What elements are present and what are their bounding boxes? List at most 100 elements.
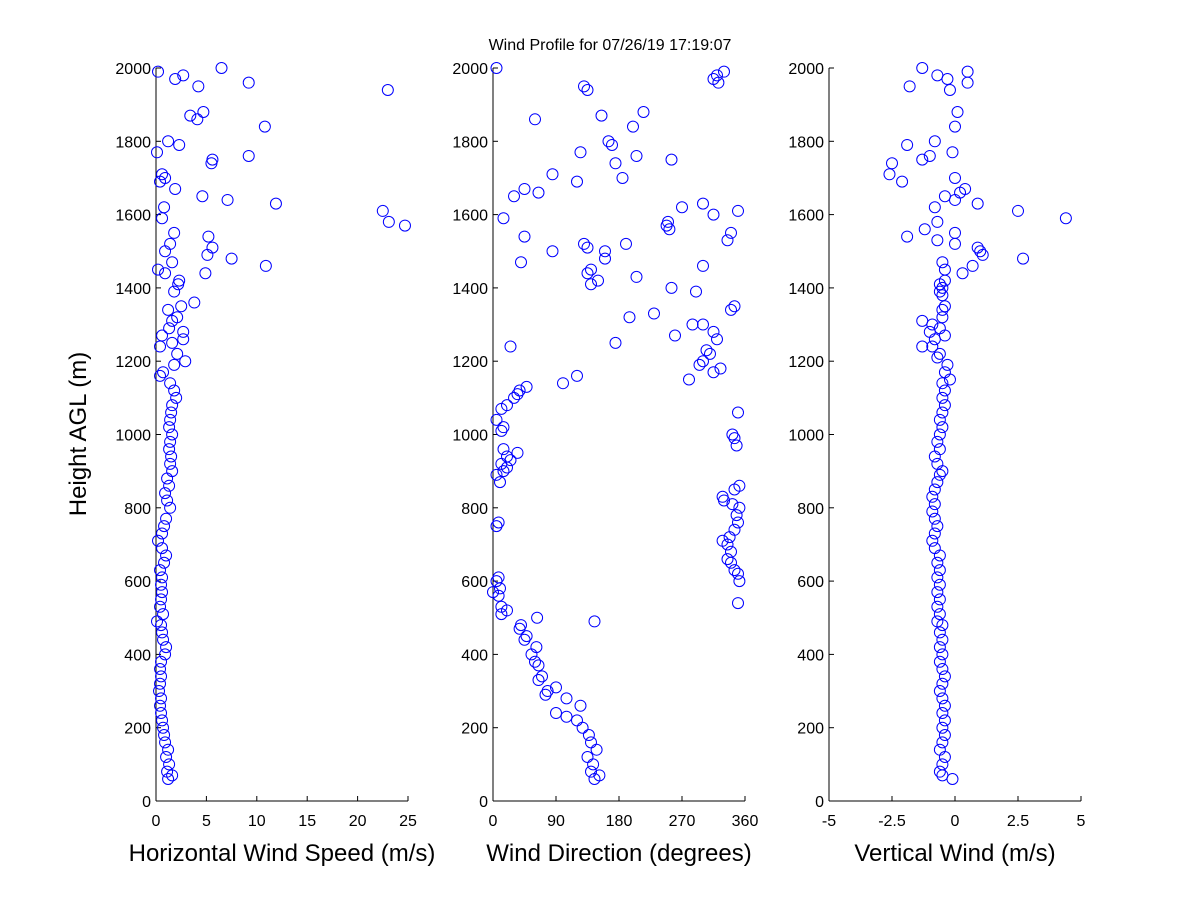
data-point [883,168,896,181]
data-point [916,153,929,166]
data-point [156,586,169,599]
data-point [938,729,951,742]
data-point [156,212,169,225]
data-point [501,399,513,412]
data-point [669,329,681,342]
data-point [541,685,554,698]
data-point [630,149,643,162]
data-point [716,490,729,503]
y-tick-label: 2000 [788,61,824,78]
x-tick-label: 0 [951,813,960,830]
data-point [497,443,510,456]
data-point [381,83,394,96]
data-point [707,325,720,338]
data-point [155,670,168,683]
data-point [951,105,964,118]
data-point [179,355,192,368]
data-point [606,138,618,151]
y-tick-label: 1200 [115,354,151,371]
data-point [926,490,939,503]
data-point [165,450,178,463]
y-tick-label: 0 [479,794,488,811]
data-point [933,593,946,606]
data-point [938,263,951,276]
data-point [938,751,951,764]
data-point [686,318,699,331]
data-point [202,230,215,243]
data-point [162,743,175,756]
data-point [933,285,946,298]
data-point [936,289,949,302]
data-point [936,303,949,316]
data-point [156,626,169,639]
data-point [959,182,972,195]
data-point [896,175,909,188]
data-point [931,586,944,599]
data-point [196,190,209,203]
data-point [163,758,176,771]
data-point [690,285,702,298]
data-point [574,699,587,712]
data-point [515,619,527,632]
data-point [928,483,941,496]
data-point [933,655,946,668]
data-point [582,729,595,742]
data-point [730,439,743,452]
data-point [513,384,526,397]
data-point [697,197,709,210]
data-point [495,600,508,613]
data-point [916,314,929,327]
data-point [242,76,255,89]
data-point [928,135,941,148]
data-point [936,421,949,434]
data-point [157,633,170,646]
data-point [155,578,168,591]
data-point [494,476,506,489]
data-point [152,534,165,547]
data-point [158,556,171,569]
y-tick-label: 1600 [115,208,151,225]
data-point [732,516,744,529]
data-point [175,300,188,313]
data-point [886,157,898,170]
data-point [159,736,172,749]
y-tick-label: 1600 [788,208,824,225]
data-point [163,421,176,434]
x-axis-label: Vertical Wind (m/s) [854,840,1055,867]
data-point [931,457,944,470]
data-point [938,366,951,379]
y-tick-label: 200 [797,721,824,738]
data-point [156,527,169,540]
data-point [949,226,961,239]
data-point [501,450,513,463]
data-point [574,146,587,159]
data-point [732,406,744,419]
data-point [616,171,629,184]
data-point [492,571,505,584]
data-point [508,190,520,203]
data-point [903,80,916,93]
data-point [571,714,583,727]
x-axis-label: Wind Direction (degrees) [486,840,751,867]
data-point [941,358,954,371]
data-point [168,384,181,397]
data-point [936,677,949,690]
y-tick-label: 1400 [115,281,151,298]
data-point [504,340,517,353]
data-point [169,182,182,195]
data-point [156,329,169,342]
data-point [901,230,914,243]
data-point [931,600,944,613]
data-point [926,340,939,353]
data-point [936,758,949,771]
data-point [155,655,168,668]
data-point [588,773,601,786]
data-point [159,245,172,258]
y-tick-label: 400 [797,647,824,664]
data-point [923,325,936,338]
data-point [546,245,559,258]
data-point [539,688,552,701]
data-point [171,347,184,360]
data-point [154,564,167,577]
